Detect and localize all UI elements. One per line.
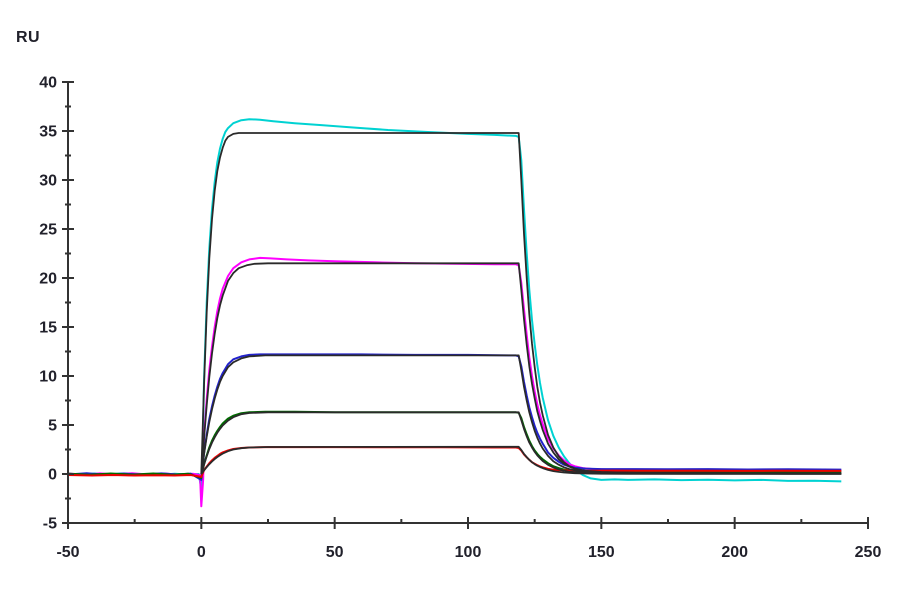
series-trace-cyan-line (67, 118, 842, 490)
y-tick-label: 5 (48, 418, 57, 435)
y-axis-unit-label: RU (16, 29, 41, 46)
x-tick-label: 0 (197, 544, 206, 561)
y-tick-label: 20 (39, 271, 57, 288)
series-trace-green-line (67, 410, 842, 479)
y-tick-label: 25 (39, 222, 57, 239)
series-fit-blue-line (200, 354, 842, 475)
series-fit-magenta-line (200, 262, 842, 475)
y-tick-label: 40 (39, 75, 57, 92)
series-fit-red-line (200, 445, 842, 475)
x-tick-label: 200 (721, 544, 748, 561)
series-trace-magenta-line (67, 256, 842, 508)
x-tick-label: 150 (588, 544, 615, 561)
y-tick-label: 0 (48, 467, 57, 484)
series-trace-blue-line (67, 353, 842, 481)
y-tick-label: 15 (39, 320, 57, 337)
series-fit-green-line (200, 411, 842, 475)
y-tick-label: 10 (39, 369, 57, 386)
y-tick-label: -5 (43, 516, 57, 533)
y-tick-label: 35 (39, 124, 57, 141)
x-tick-label: 50 (326, 544, 344, 561)
x-tick-label: 250 (855, 544, 882, 561)
x-tick-label: -50 (56, 544, 79, 561)
x-tick-label: 100 (455, 544, 482, 561)
y-tick-label: 30 (39, 173, 57, 190)
